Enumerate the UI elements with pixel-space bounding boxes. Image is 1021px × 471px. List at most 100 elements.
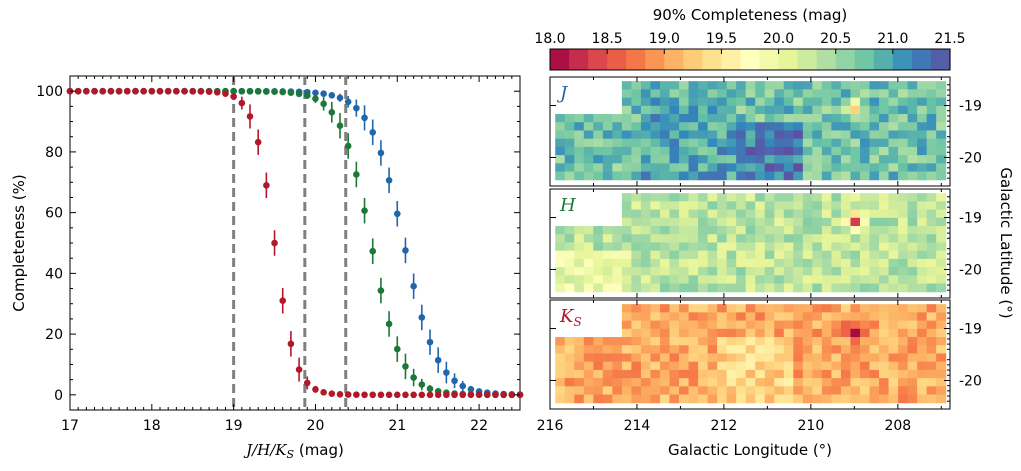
heatmap-cell xyxy=(888,353,899,363)
heatmap-cell xyxy=(574,138,585,148)
colorbar-segment xyxy=(892,49,913,70)
heatmap-cell xyxy=(574,361,585,371)
heatmap-cell xyxy=(717,226,728,235)
heatmap-cell xyxy=(707,146,718,156)
heatmap-cell xyxy=(783,320,794,330)
heatmap-cell xyxy=(621,304,632,313)
heatmap-cell xyxy=(793,345,804,354)
heatmap-cell xyxy=(879,138,890,148)
heatmap-cell xyxy=(659,105,671,115)
heatmap-cell xyxy=(850,394,861,404)
heatmap-cell xyxy=(888,267,899,276)
heatmap-cell xyxy=(821,209,832,219)
heatmap-cell xyxy=(564,146,575,156)
heatmap-cell xyxy=(555,122,566,131)
heatmap-cell xyxy=(726,81,737,90)
heatmap-cell xyxy=(717,275,728,285)
heatmap-cell xyxy=(888,242,899,252)
data-point-k_s xyxy=(353,391,360,399)
heatmap-cell xyxy=(926,89,937,99)
heatmap-cell xyxy=(926,345,937,354)
heatmap-cell xyxy=(736,275,747,285)
heatmap-cell xyxy=(821,130,832,140)
heatmap-cell xyxy=(831,386,842,396)
heatmap-cell xyxy=(612,283,623,293)
data-point-k_s xyxy=(344,391,352,398)
data-point-k_s xyxy=(361,391,368,399)
heatmap-cell xyxy=(650,97,661,107)
heatmap-cell xyxy=(555,234,566,243)
heatmap-cell xyxy=(898,386,909,396)
heatmap-cell xyxy=(859,171,871,181)
heatmap-cell xyxy=(869,386,880,396)
heatmap-cell xyxy=(621,369,632,379)
heatmap-cell xyxy=(669,201,680,211)
heatmap-cell xyxy=(583,250,594,260)
data-point-h xyxy=(312,95,319,102)
heatmap-cell xyxy=(650,386,661,396)
heatmap-cell xyxy=(802,209,813,219)
heatmap-cell xyxy=(707,369,718,379)
heatmap-cell xyxy=(707,130,718,140)
heatmap-cell xyxy=(679,250,690,260)
heatmap-cell xyxy=(793,201,804,211)
heatmap-frame xyxy=(549,188,951,299)
heatmap-cell xyxy=(717,394,728,404)
colorbar-segment xyxy=(721,49,742,70)
heatmap-cell xyxy=(631,386,642,396)
heatmap-cell xyxy=(583,369,594,379)
heatmap-cell xyxy=(602,122,613,131)
heatmap-cell xyxy=(936,122,947,131)
heatmap-cell xyxy=(840,320,851,330)
heatmap-cell xyxy=(698,353,709,363)
heatmap-cell xyxy=(802,130,813,140)
heatmap-cell xyxy=(879,320,890,330)
data-point-k_s xyxy=(320,389,327,396)
heatmap-cell xyxy=(707,304,718,313)
heatmap-cell xyxy=(774,275,785,285)
heatmap-cell xyxy=(755,171,766,181)
heatmap-cell xyxy=(574,258,585,268)
heatmap-cell xyxy=(621,114,632,123)
heatmap-cell xyxy=(783,155,794,164)
heatmap-cell xyxy=(707,267,718,276)
heatmap-cell xyxy=(755,353,766,363)
data-point-k_s xyxy=(173,87,180,95)
heatmap-cell xyxy=(659,283,671,293)
data-point-k_s xyxy=(222,90,229,97)
heatmap-cell xyxy=(755,226,766,235)
heatmap-cell xyxy=(593,130,604,140)
lat-tick-label: -19 xyxy=(959,322,982,338)
heatmap-cell xyxy=(764,312,775,322)
heatmap-cell xyxy=(574,226,585,235)
heatmap-cell xyxy=(640,105,651,115)
heatmap-cell xyxy=(831,242,842,252)
heatmap-cell xyxy=(621,138,632,148)
heatmap-cell xyxy=(717,217,728,227)
heatmap-cell xyxy=(850,369,861,379)
heatmap-cell xyxy=(612,114,623,123)
heatmap-cell xyxy=(802,337,813,346)
heatmap-cell xyxy=(669,258,680,268)
data-point-k_s xyxy=(295,366,303,373)
heatmap-cell xyxy=(783,193,794,202)
heatmap-cell xyxy=(631,353,642,363)
heatmap-cell xyxy=(907,234,918,243)
heatmap-cell xyxy=(707,209,718,219)
heatmap-cell xyxy=(840,275,851,285)
heatmap-cell xyxy=(602,386,613,396)
heatmap-cell xyxy=(802,217,813,227)
heatmap-cell xyxy=(793,275,804,285)
heatmap-cell xyxy=(821,122,832,131)
heatmap-cell xyxy=(736,81,747,90)
heatmap-cell xyxy=(879,105,890,115)
heatmap-cell xyxy=(745,122,756,131)
heatmap-cell xyxy=(679,345,690,354)
heatmap-cell xyxy=(821,217,832,227)
heatmap-cell xyxy=(888,209,899,219)
heatmap-cell xyxy=(717,234,728,243)
heatmap-cell xyxy=(859,163,871,173)
heatmap-cell xyxy=(755,283,766,293)
heatmap-cell xyxy=(802,163,813,173)
